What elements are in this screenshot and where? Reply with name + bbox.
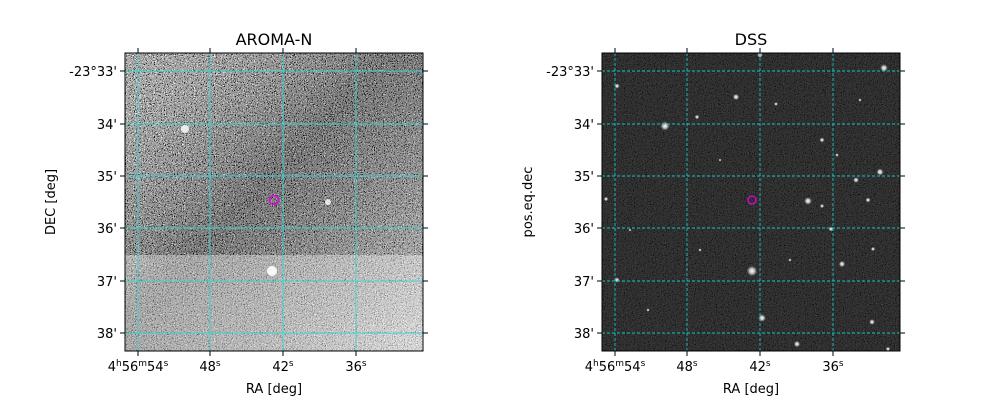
star — [870, 246, 876, 252]
axis-ticks: 4h56m54s​ 48s​ 42s​ 36s​ -23°33' 34' 35' 36' 37'… — [546, 48, 905, 375]
x-tick-label: 36s​ — [345, 359, 367, 375]
y-tick-label: 36' — [574, 222, 594, 237]
star — [885, 346, 891, 351]
x-tick-label: 36s​ — [822, 359, 844, 375]
x-axis-label: RA [deg] — [723, 382, 779, 397]
axes-frame — [601, 52, 901, 352]
star — [838, 260, 846, 268]
star — [694, 114, 700, 120]
y-tick-label: 38' — [574, 327, 594, 342]
star — [876, 168, 884, 176]
y-tick-label: 37' — [97, 275, 117, 290]
star — [732, 93, 740, 101]
x-tick-label: 48s​ — [676, 359, 698, 375]
star — [746, 265, 758, 277]
star — [614, 83, 620, 89]
star — [698, 248, 702, 252]
star — [853, 177, 859, 183]
y-tick-label: 34' — [97, 118, 117, 133]
star — [819, 203, 825, 209]
star — [718, 158, 722, 162]
star — [869, 319, 875, 325]
star — [628, 228, 632, 232]
y-tick-label: 37' — [574, 275, 594, 290]
x-tick-label: 4h56m54s​ — [585, 359, 646, 375]
y-tick-label: 35' — [574, 170, 594, 185]
panel-dss: DSS 4h56m54s​ 48s​ 42s​ 36s​ -23°33' 34' 35' 36… — [521, 30, 905, 397]
y-tick-label: -23°33' — [69, 65, 117, 80]
x-tick-label: 48s​ — [199, 359, 221, 375]
axis-ticks: 4h56m54s​ 48s​ 42s​ 36s​ -23°33' 34' 35' 36' 37'… — [69, 48, 428, 375]
aroma-image — [125, 53, 423, 351]
y-axis-label: DEC [deg] — [44, 169, 59, 235]
star — [858, 98, 862, 102]
star — [804, 197, 812, 205]
star — [646, 308, 650, 312]
target-marker — [268, 194, 280, 206]
x-tick-label: 42s​ — [272, 359, 294, 375]
star — [758, 314, 766, 322]
axes-frame — [124, 52, 424, 352]
x-tick-label: 4h56m54s​ — [108, 359, 169, 375]
star — [819, 137, 825, 143]
panel-title: AROMA-N — [236, 30, 313, 49]
x-tick-label: 42s​ — [749, 359, 771, 375]
y-axis-label: pos.eq.dec — [521, 167, 536, 238]
dss-image — [602, 53, 900, 351]
star — [835, 153, 839, 157]
star — [603, 196, 609, 202]
x-axis-label: RA [deg] — [246, 382, 302, 397]
panel-aroma-n: AROMA-N 4h56m54s​ 48s​ 42s​ 36s​ -23°33' 34' 3… — [44, 30, 428, 397]
star — [793, 340, 801, 348]
star — [865, 197, 871, 203]
star — [774, 102, 778, 106]
y-tick-label: 38' — [97, 327, 117, 342]
target-marker — [747, 195, 757, 205]
y-tick-label: -23°33' — [546, 65, 594, 80]
star — [660, 121, 670, 131]
y-tick-label: 34' — [574, 118, 594, 133]
y-tick-label: 36' — [97, 222, 117, 237]
panel-title: DSS — [735, 30, 768, 49]
star — [880, 64, 888, 72]
y-tick-label: 35' — [97, 170, 117, 185]
star — [788, 258, 792, 262]
coordinate-grid — [125, 53, 423, 351]
